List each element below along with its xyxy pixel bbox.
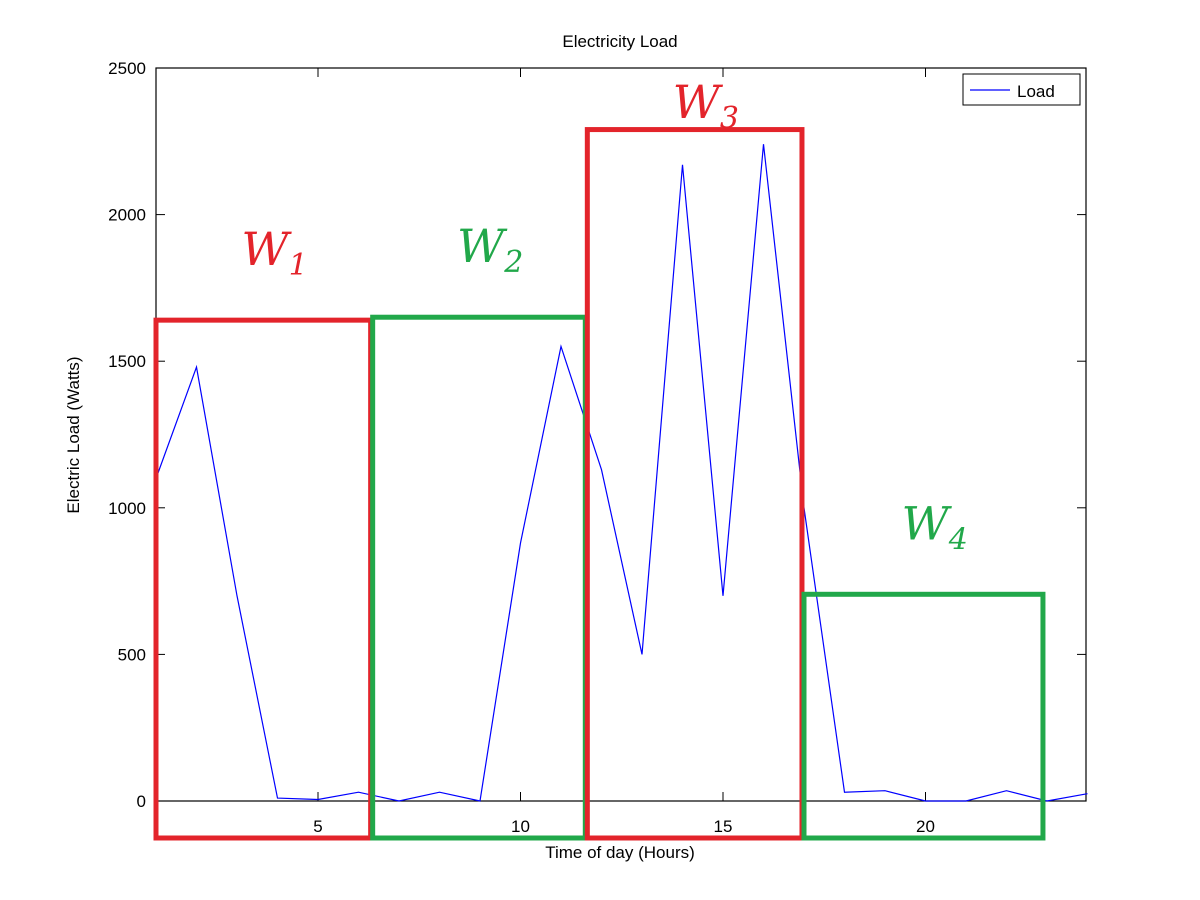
axis-ticks (156, 67, 1086, 802)
plot-area (155, 67, 1087, 802)
window-label-2: W2 (457, 219, 523, 280)
window-annotations: W1 W2 W3 W4 (153, 75, 1046, 841)
y-tick-label: 500 (118, 645, 146, 664)
x-tick-label: 15 (714, 817, 733, 836)
y-tick-label: 1000 (108, 499, 146, 518)
legend-entry-load: Load (1017, 82, 1055, 101)
x-axis-label: Time of day (Hours) (545, 843, 695, 862)
x-tick-label: 5 (313, 817, 322, 836)
chart-title: Electricity Load (562, 32, 677, 51)
x-tick-label: 10 (511, 817, 530, 836)
window-box-3 (584, 127, 805, 841)
y-tick-label: 2000 (108, 206, 146, 225)
y-tick-label: 0 (137, 792, 146, 811)
y-tick-labels: 0 500 1000 1500 2000 2500 (108, 59, 146, 811)
y-tick-label: 1500 (108, 352, 146, 371)
window-box-4 (801, 591, 1046, 841)
window-label-3: W3 (673, 75, 739, 136)
series-line-load (155, 144, 1088, 802)
x-tick-label: 20 (916, 817, 935, 836)
window-label-4: W4 (901, 496, 967, 557)
y-tick-label: 2500 (108, 59, 146, 78)
window-label-1: W1 (241, 222, 307, 283)
x-tick-labels: 5 10 15 20 (313, 817, 935, 836)
legend: Load (962, 73, 1081, 106)
y-axis-label: Electric Load (Watts) (64, 356, 83, 513)
